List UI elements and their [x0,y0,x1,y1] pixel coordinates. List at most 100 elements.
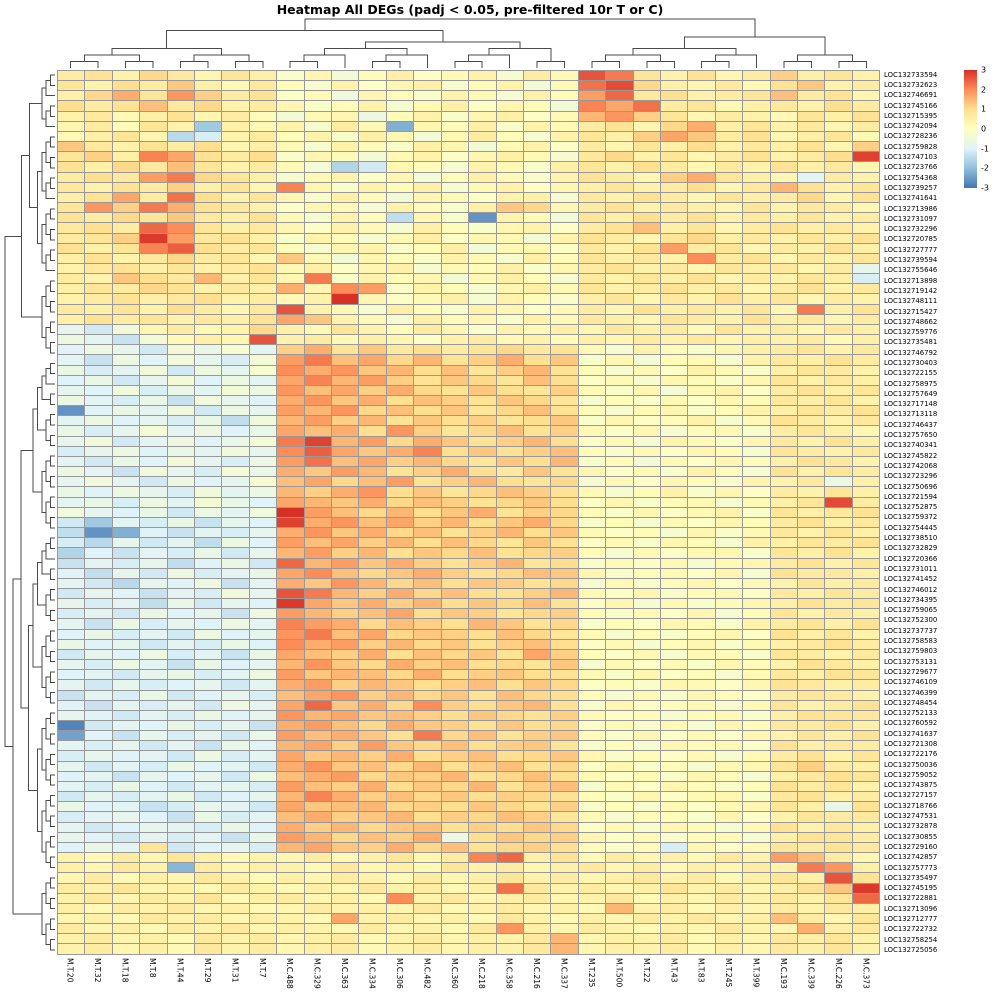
heatmap-cell [167,639,196,650]
heatmap-cell [140,294,168,305]
heatmap-cell [332,731,360,742]
heatmap-cell [743,436,771,447]
heatmap-cell [441,842,470,854]
heatmap-cell [633,142,661,153]
heatmap-cell [58,680,86,691]
heatmap-cell [578,812,607,823]
heatmap-cell [112,233,141,244]
heatmap-cell [167,335,196,346]
heatmap-cell [249,944,278,955]
heatmap-cell [304,802,333,813]
heatmap-cell [195,142,223,153]
heatmap-row [58,152,881,163]
heatmap-cell [277,253,305,264]
heatmap-cell [688,842,716,854]
heatmap-cell [715,335,744,346]
heatmap-cell [606,345,634,356]
heatmap-cell [496,721,524,732]
heatmap-cell [469,345,497,356]
heatmap-cell [469,903,497,914]
heatmap-cell [797,436,826,447]
heatmap-cell [112,629,141,640]
heatmap-cell [797,731,826,742]
heatmap-cell [140,121,168,132]
heatmap-row [58,639,881,650]
heatmap-cell [523,416,552,427]
row-label: LOC132722881 [884,894,938,903]
heatmap-cell [195,324,223,336]
heatmap-cell [386,223,415,234]
heatmap-cell [140,385,168,396]
heatmap-cell [688,162,716,173]
heatmap-cell [496,314,524,325]
heatmap-cell [797,903,826,914]
heatmap-cell [167,172,196,183]
heatmap-cell [770,81,798,92]
heatmap-cell [140,172,168,183]
heatmap-cell [414,121,442,132]
heatmap-cell [441,903,470,914]
heatmap-cell [386,304,415,315]
heatmap-cell [140,792,168,803]
heatmap-cell [58,903,86,914]
heatmap-cell [496,751,524,762]
heatmap-cell [167,274,196,285]
heatmap-cell [441,263,470,275]
heatmap-cell [414,345,442,356]
heatmap-cell [304,477,333,488]
row-label: LOC132732829 [884,544,938,553]
heatmap-cell [496,274,524,285]
heatmap-cell [633,609,661,620]
col-label: M.T.83 [696,958,706,983]
heatmap-cell [85,913,113,925]
heatmap-cell [523,761,552,772]
heatmap-cell [633,913,661,925]
heatmap-cell [606,690,634,701]
heatmap-cell [112,426,141,437]
heatmap-cell [167,416,196,427]
heatmap-cell [167,517,196,529]
heatmap-cell [58,853,86,864]
heatmap-cell [523,406,552,417]
heatmap-cell [85,812,113,823]
heatmap-cell [249,274,278,285]
row-label: LOC132754445 [884,523,938,532]
heatmap-cell [441,639,470,650]
heatmap-cell [633,721,661,732]
heatmap-cell [441,396,470,407]
heatmap-cell [386,832,415,843]
heatmap-cell [633,375,661,386]
heatmap-row [58,924,881,935]
heatmap-cell [797,121,826,132]
col-label: M.C.218 [477,958,487,989]
heatmap-cell [825,934,853,945]
heatmap-cell [167,731,196,742]
heatmap-cell [825,649,853,661]
heatmap-cell [551,355,579,366]
heatmap-cell [496,863,524,874]
heatmap-cell [578,853,607,864]
heatmap-cell [140,477,168,488]
heatmap-cell [304,223,333,234]
heatmap-cell [688,426,716,437]
heatmap-cell [606,355,634,366]
heatmap-cell [249,385,278,396]
heatmap-cell [743,649,771,661]
heatmap-cell [304,619,333,630]
heatmap-cell [304,101,333,112]
heatmap-cell [606,274,634,285]
heatmap-cell [770,111,798,122]
heatmap-cell [304,924,333,935]
heatmap-cell [551,538,579,549]
heatmap-cell [852,121,881,132]
heatmap-cell [195,213,223,224]
heatmap-cell [140,111,168,122]
heatmap-cell [359,335,387,346]
col-labels: M.T.20 M.T.32 M.T.18 M.T.8 M.T.44 M.T.29 M.T.3… [57,958,880,1000]
heatmap-cell [852,538,881,549]
heatmap-cell [441,802,470,813]
heatmap-cell [112,406,141,417]
heatmap-cell [688,71,716,82]
heatmap-cell [441,345,470,356]
heatmap-cell [277,487,305,498]
